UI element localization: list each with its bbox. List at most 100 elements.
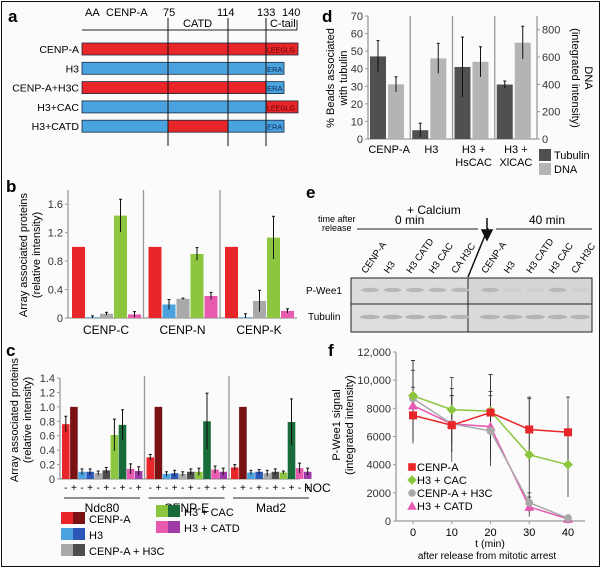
bar-cenp-a (225, 246, 238, 318)
data-point (525, 425, 534, 434)
noc-sign: + (256, 483, 262, 494)
bar-h3-noc (78, 471, 86, 479)
category-label: Mad2 (256, 501, 286, 515)
construct-tail (266, 120, 284, 133)
y-tick-label: 1.6 (48, 199, 63, 211)
noc-sign: + (289, 483, 295, 494)
legend-marker (408, 489, 416, 497)
category-label: CENP-N (159, 323, 205, 337)
y-tick-label: 40 (351, 64, 363, 76)
data-point (408, 400, 418, 410)
pwee1-band (428, 287, 447, 293)
construct-segment (228, 81, 266, 94)
category-label: H3 (424, 144, 438, 156)
position-75: 75 (163, 7, 175, 19)
noc-sign: - (64, 483, 67, 494)
bar-dna (388, 84, 404, 139)
y-axis-label-line1: Array associated proteins (18, 192, 30, 317)
legend-swatch-dark (168, 521, 180, 533)
noc-sign: + (272, 483, 278, 494)
legend-swatch-dark (73, 544, 85, 556)
bar-cenp-a-h3c-noc (187, 471, 195, 479)
y2-tick-label: 200 (542, 107, 560, 119)
noc-sign: + (220, 483, 226, 494)
tail-sequence: ERA (267, 123, 282, 132)
pwee1-band (451, 287, 469, 293)
bar-cenp-a-h3c-noc (94, 473, 102, 479)
construct-outline (81, 42, 299, 56)
bar-cenp-a-h3c-noc (178, 473, 187, 479)
panel-letter-b: b (6, 177, 16, 196)
construct-segment (168, 62, 228, 75)
category-label: H3 + (504, 144, 528, 156)
y-axis-label: Array associated proteins(relative inten… (9, 357, 34, 482)
bar-cenp-a-noc (62, 424, 70, 479)
y-axis-label-line2: (relative intensity) (31, 212, 43, 298)
pwee1-band (481, 287, 499, 293)
tail-sequence: ERA (267, 65, 282, 74)
bar-cenp-a-h3c (176, 298, 190, 318)
pwee1-band (571, 287, 589, 293)
construct-label: CENP-A (39, 44, 79, 56)
noc-sign: - (149, 483, 152, 494)
construct-outline (81, 81, 285, 94)
construct-segment (168, 81, 228, 94)
legend-label: H3 + CATD (184, 523, 240, 535)
construct-segment (168, 100, 228, 113)
pwee1-band (503, 287, 522, 293)
panel-letter-f: f (328, 341, 334, 360)
y-tick-label: 1.4 (40, 373, 55, 385)
bar-dna (472, 61, 489, 139)
construct-segment (82, 62, 168, 75)
tubulin-band (502, 314, 523, 320)
y-tick-label: 30 (351, 81, 363, 93)
bar-h3-cac (190, 254, 204, 318)
y2-tick-label: 600 (542, 52, 560, 64)
data-point (486, 408, 495, 417)
data-point (447, 421, 456, 430)
y-tick-label: 0 (357, 134, 363, 146)
legend-label: CENP-A (417, 462, 459, 474)
y-axis-label-line1: % Beads associated (325, 28, 337, 128)
bar-cenp-a-h3c (100, 313, 113, 318)
y-tick-label: 0.2 (40, 460, 55, 472)
legend-marker (408, 463, 416, 471)
data-point (563, 459, 573, 470)
y-tick-label: 10 (351, 116, 363, 128)
y-tick-label: 1.2 (40, 387, 55, 399)
noc-sign: - (181, 483, 184, 494)
construct-tail (266, 81, 284, 94)
noc-sign: + (136, 483, 142, 494)
bar-h3-catd-noc (295, 468, 304, 479)
bar-cenp-a-noc (239, 406, 247, 479)
y-tick-label: 4000 (367, 460, 391, 472)
noc-sign: - (80, 483, 83, 494)
tail-sequence: LEEGLG (267, 105, 295, 112)
bar-h3-catd (281, 310, 294, 318)
construct-label: H3+CAC (37, 102, 79, 114)
data-point (564, 428, 572, 437)
construct-label: H3+CATD (32, 121, 80, 133)
row-label-pwee1: P-Wee1 (306, 286, 342, 297)
construct-tail (266, 43, 298, 55)
bar-cenp-a-h3c-noc (102, 470, 111, 479)
legend-label: H3 + CATD (417, 501, 473, 513)
y-tick-label: 6000 (367, 432, 391, 444)
y2-tick-label: 400 (542, 79, 560, 91)
noc-sign: + (155, 483, 161, 494)
category-label: CENP-C (83, 323, 129, 337)
y-axis-label-line1: Array associated proteins (9, 357, 21, 482)
data-point (486, 426, 495, 435)
construct-outline (81, 119, 285, 133)
panel-e-western-blot: + Calcium time after release 0 min 40 mi… (306, 203, 598, 333)
bar-cenp-a-noc (146, 457, 155, 479)
noc-sign: - (97, 483, 100, 494)
legend-swatch-light (156, 521, 168, 533)
construct-segment (228, 62, 266, 75)
time-0-label: 0 min (395, 213, 424, 227)
bar-tubulin (496, 84, 513, 139)
y-axis-label-line1: P-Wee1 signal (331, 389, 343, 460)
noc-sign: + (204, 483, 210, 494)
noc-sign: + (188, 483, 194, 494)
legend-label: H3 (89, 530, 103, 542)
